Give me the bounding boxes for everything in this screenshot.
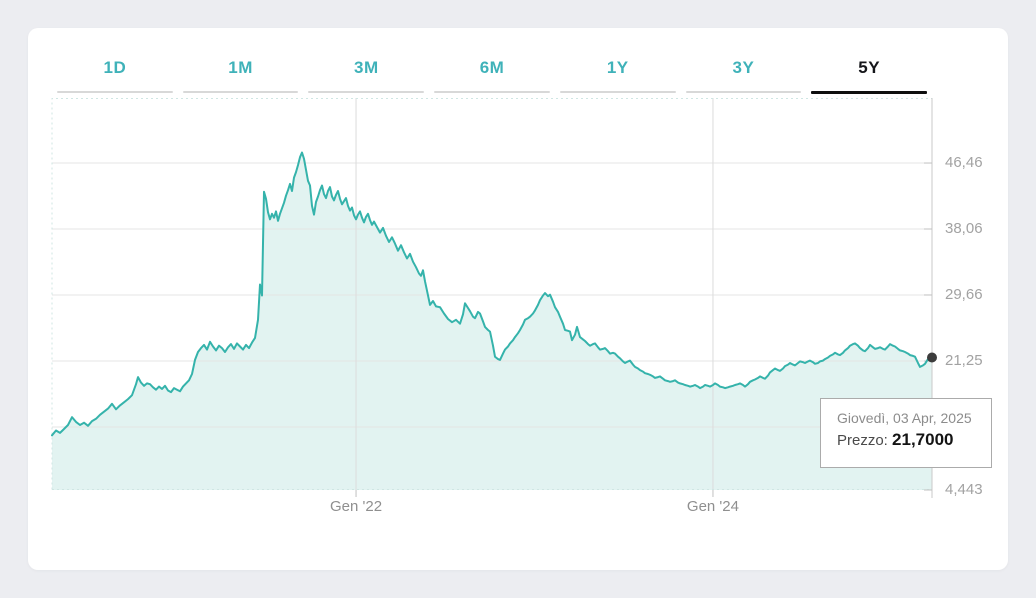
tab-underline [182, 91, 299, 93]
tab-6m[interactable]: 6M [429, 42, 555, 94]
chart-tooltip: Giovedì, 03 Apr, 2025 Prezzo: 21,7000 [820, 398, 992, 468]
tab-1m[interactable]: 1M [178, 42, 304, 94]
y-axis-label: 46,46 [945, 154, 983, 172]
tab-1y[interactable]: 1Y [555, 42, 681, 94]
price-line [51, 151, 933, 437]
tab-label: 3M [353, 58, 379, 77]
tab-underline [434, 91, 550, 93]
tab-underline [811, 91, 928, 94]
y-axis-labels: 46,46 38,06 29,66 21,25 4,443 [945, 98, 1015, 498]
chart-card: 1D 1M 3M 6M 1Y 3Y 5Y Giovedì, 03 Apr, 2025 Pre… [28, 28, 1008, 570]
tab-label: 1M [228, 58, 253, 77]
tab-5y[interactable]: 5Y [806, 42, 932, 94]
tab-label: 1D [103, 58, 127, 77]
y-axis-label: 4,443 [945, 481, 983, 498]
tooltip-price-label: Prezzo: [837, 432, 888, 449]
tab-1d[interactable]: 1D [52, 42, 178, 94]
tab-label: 3Y [732, 58, 755, 77]
plot-dashed-border [51, 98, 932, 490]
x-axis-label: Gen '24 [686, 498, 739, 515]
tab-label: 1Y [606, 58, 629, 77]
tab-3m[interactable]: 3M [303, 42, 429, 94]
tab-3y[interactable]: 3Y [681, 42, 807, 94]
tab-underline [308, 91, 425, 93]
chart-canvas[interactable] [51, 98, 937, 498]
y-axis-label: 21,25 [945, 352, 983, 370]
price-area [52, 152, 932, 490]
tab-underline [685, 91, 802, 93]
tooltip-price: Prezzo: 21,7000 [837, 430, 977, 450]
tab-underline [559, 91, 676, 93]
x-axis-label: Gen '22 [329, 498, 383, 515]
y-axis-label: 38,06 [945, 220, 983, 237]
tooltip-price-value: 21,7000 [892, 430, 954, 449]
price-chart[interactable]: Giovedì, 03 Apr, 2025 Prezzo: 21,7000 [51, 98, 992, 498]
period-tabs: 1D 1M 3M 6M 1Y 3Y 5Y [52, 42, 932, 94]
tooltip-date: Giovedì, 03 Apr, 2025 [837, 410, 972, 426]
last-price-marker [927, 352, 937, 363]
tab-underline [57, 91, 173, 93]
y-axis-label: 29,66 [945, 285, 983, 303]
tab-label: 6M [479, 58, 505, 77]
x-axis-labels: Gen '22 Gen '24 [52, 490, 932, 520]
tab-label: 5Y [858, 58, 881, 77]
